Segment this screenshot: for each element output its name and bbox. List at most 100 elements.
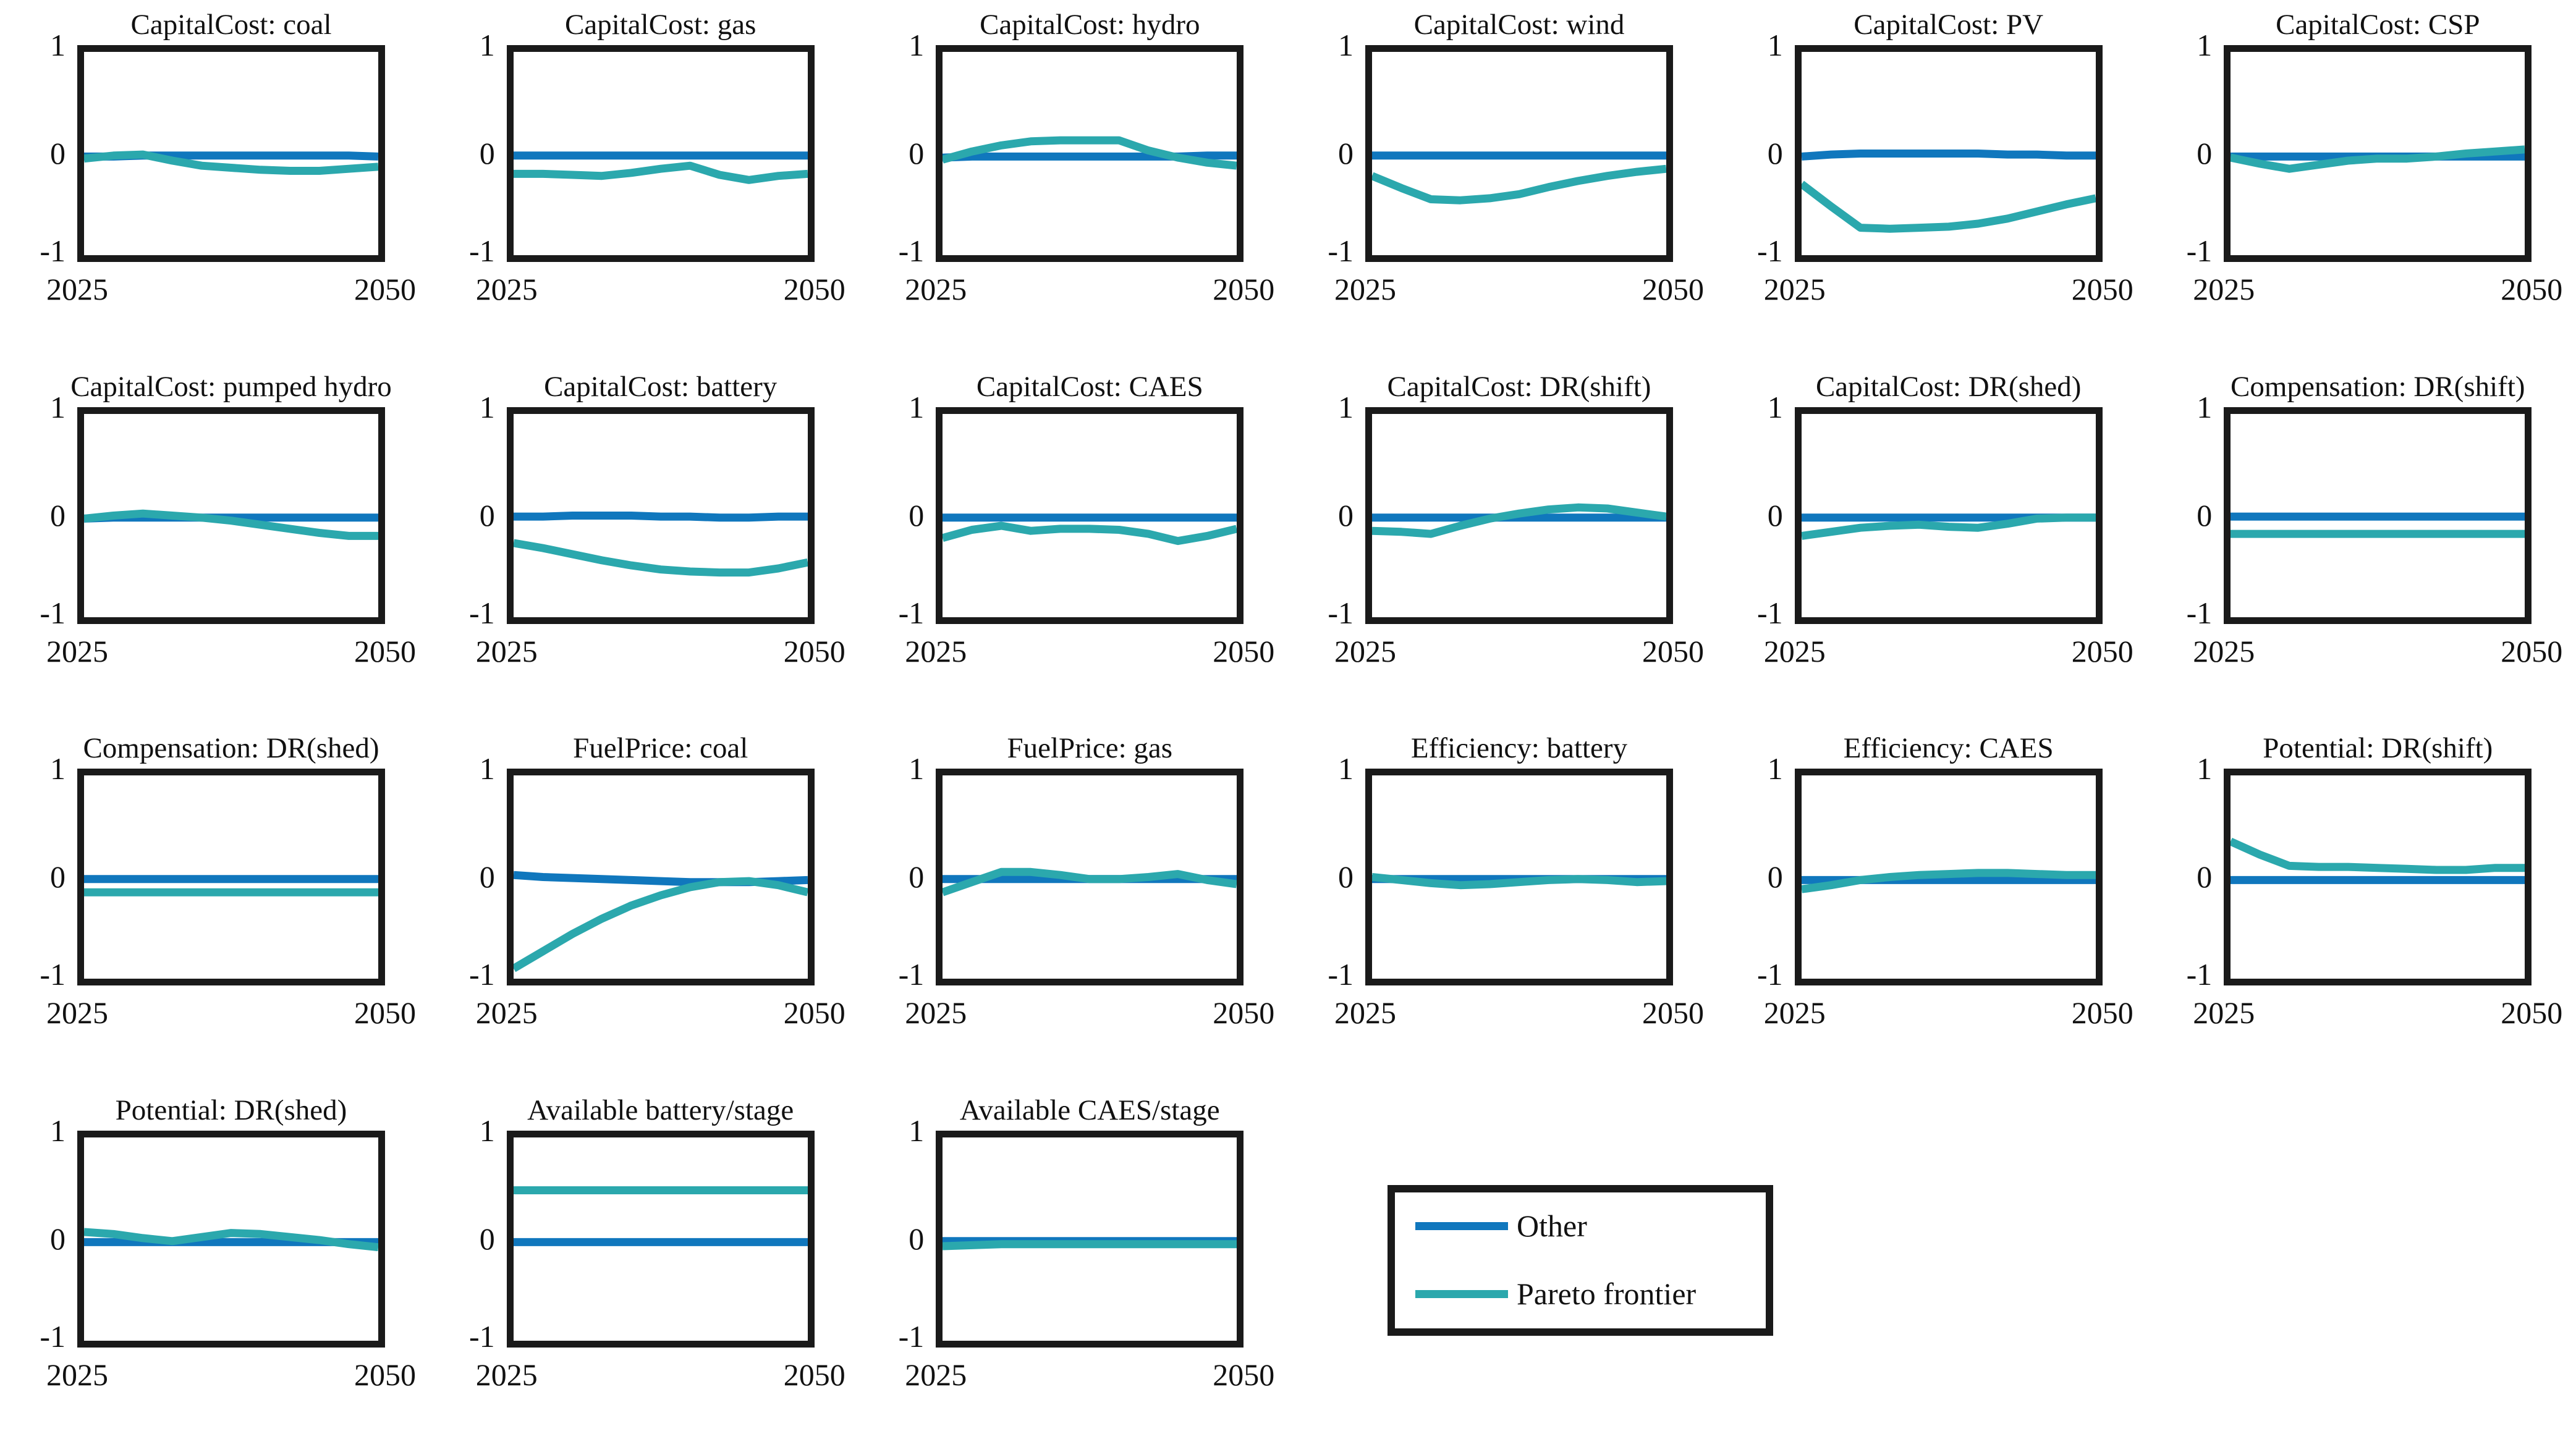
y-tick-1: 1 [50, 28, 66, 62]
legend-box: Other Pareto frontier [1388, 1185, 1773, 1336]
line-plot [513, 151, 808, 184]
legend-item-other: Other [1395, 1209, 1587, 1243]
y-tick-1: 1 [50, 389, 66, 424]
line-plot [513, 871, 808, 972]
x-tick-2025: 2025 [905, 995, 967, 1030]
subplot-title: Compensation: DR(shed) [83, 732, 379, 764]
line-plot [1372, 873, 1666, 890]
plot-area [1794, 45, 2103, 262]
subplot: CapitalCost: DR(shift) 1 0 -1 2025 2050 [1288, 362, 1718, 724]
x-tick-2025: 2025 [46, 633, 108, 669]
x-tick-2050: 2050 [2501, 995, 2563, 1030]
subplot-title: Efficiency: battery [1410, 732, 1628, 764]
x-tick-2050: 2050 [1213, 995, 1275, 1030]
subplot-title: Potential: DR(shed) [115, 1094, 347, 1126]
pareto-frontier-line [1801, 869, 2096, 893]
y-tick-1: 1 [479, 28, 495, 62]
subplot-title: CapitalCost: CAES [976, 370, 1203, 403]
subplot: Potential: DR(shift) 1 0 -1 2025 2050 [2146, 724, 2576, 1086]
x-tick-2050: 2050 [783, 272, 845, 306]
y-tick-minus-1: -1 [40, 1318, 66, 1354]
plot-area [506, 1130, 815, 1348]
y-tick-0: 0 [50, 136, 66, 171]
x-tick-2050: 2050 [354, 633, 416, 669]
y-tick-minus-1: -1 [40, 595, 66, 630]
plot-area [77, 407, 385, 624]
subplot: CapitalCost: wind 1 0 -1 2025 2050 [1288, 0, 1718, 362]
y-tick-minus-1: -1 [2186, 234, 2213, 268]
subplot-title: CapitalCost: DR(shift) [1387, 370, 1651, 403]
subplot: CapitalCost: PV 1 0 -1 2025 2050 [1718, 0, 2147, 362]
pareto-frontier-line [943, 136, 1237, 170]
subplot: Available battery/stage 1 0 -1 2025 2050 [430, 1086, 859, 1447]
y-tick-1: 1 [1767, 28, 1783, 62]
line-plot [1801, 150, 2096, 233]
y-tick-1: 1 [2197, 28, 2213, 62]
plot-area [1365, 407, 1673, 624]
plot-area [2224, 769, 2532, 985]
subplot-title: CapitalCost: DR(shed) [1815, 370, 2082, 403]
y-tick-1: 1 [479, 751, 495, 786]
y-tick-0: 0 [50, 497, 66, 533]
x-tick-2050: 2050 [2501, 272, 2563, 306]
x-tick-2025: 2025 [475, 272, 538, 306]
subplot-title: CapitalCost: CSP [2276, 9, 2480, 41]
pareto-frontier-line [84, 1228, 378, 1251]
x-tick-2025: 2025 [475, 995, 538, 1030]
x-tick-2050: 2050 [783, 633, 845, 669]
subplot-title: Potential: DR(shift) [2263, 732, 2493, 764]
pareto-frontier-line [943, 867, 1237, 896]
y-tick-minus-1: -1 [1328, 957, 1354, 992]
line-plot [2231, 145, 2525, 173]
y-tick-1: 1 [2197, 389, 2213, 424]
x-tick-2050: 2050 [1642, 995, 1704, 1030]
line-plot [84, 875, 378, 896]
y-tick-0: 0 [909, 136, 925, 171]
y-tick-minus-1: -1 [898, 595, 925, 630]
x-tick-2025: 2025 [1334, 995, 1396, 1030]
pareto-frontier-line [513, 877, 808, 972]
plot-area [2224, 407, 2532, 624]
other-line-swatch [1415, 1221, 1508, 1230]
subplot: FuelPrice: coal 1 0 -1 2025 2050 [430, 724, 859, 1086]
y-tick-minus-1: -1 [469, 595, 495, 630]
x-tick-2025: 2025 [905, 1357, 967, 1392]
plot-area [1365, 769, 1673, 985]
subplot-title: Available CAES/stage [959, 1094, 1220, 1126]
subplot-title: CapitalCost: PV [1854, 9, 2044, 41]
y-tick-minus-1: -1 [40, 234, 66, 268]
y-tick-1: 1 [1338, 751, 1354, 786]
subplot: CapitalCost: pumped hydro 1 0 -1 2025 20… [0, 362, 430, 724]
pareto-frontier-line [2231, 837, 2525, 874]
x-tick-2025: 2025 [1763, 995, 1826, 1030]
x-tick-2025: 2025 [2193, 995, 2255, 1030]
plot-area [1794, 407, 2103, 624]
pareto-frontier-line-swatch [1415, 1289, 1508, 1298]
plot-area [936, 769, 1244, 985]
plot-area [2224, 45, 2532, 262]
y-tick-minus-1: -1 [898, 234, 925, 268]
y-tick-0: 0 [1767, 497, 1783, 533]
x-tick-2025: 2025 [905, 633, 967, 669]
y-tick-0: 0 [2197, 497, 2213, 533]
y-tick-1: 1 [479, 389, 495, 424]
y-tick-0: 0 [1767, 859, 1783, 894]
y-tick-minus-1: -1 [469, 234, 495, 268]
subplot: CapitalCost: coal 1 0 -1 2025 2050 [0, 0, 430, 362]
y-tick-1: 1 [479, 1113, 495, 1148]
subplot-title: CapitalCost: battery [544, 370, 777, 403]
line-plot [1801, 869, 2096, 893]
x-tick-2050: 2050 [1213, 633, 1275, 669]
x-tick-2025: 2025 [2193, 272, 2255, 306]
y-tick-minus-1: -1 [40, 957, 66, 992]
y-tick-0: 0 [909, 859, 925, 894]
subplot-title: Efficiency: CAES [1843, 732, 2054, 764]
pareto-frontier-line [513, 538, 808, 576]
x-tick-2050: 2050 [1642, 633, 1704, 669]
x-tick-2025: 2025 [1334, 633, 1396, 669]
subplot: Potential: DR(shed) 1 0 -1 2025 2050 [0, 1086, 430, 1447]
y-tick-1: 1 [50, 1113, 66, 1148]
subplot-title: CapitalCost: coal [130, 9, 332, 41]
x-tick-2025: 2025 [2193, 633, 2255, 669]
